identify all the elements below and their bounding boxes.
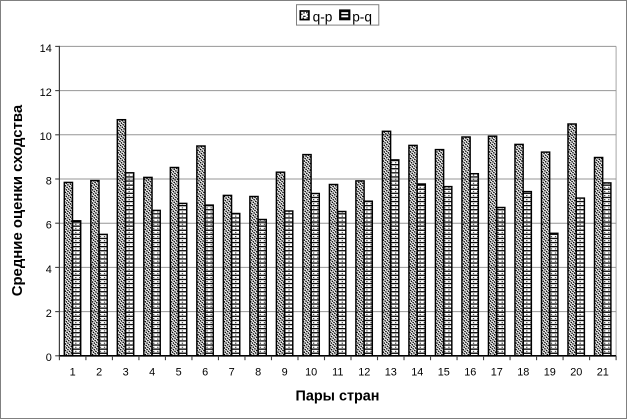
svg-text:3: 3 — [123, 367, 129, 379]
svg-text:6: 6 — [46, 220, 52, 232]
svg-text:20: 20 — [570, 367, 582, 379]
svg-text:19: 19 — [544, 367, 556, 379]
svg-text:14: 14 — [411, 367, 423, 379]
svg-text:7: 7 — [229, 367, 235, 379]
svg-text:21: 21 — [597, 367, 609, 379]
svg-text:13: 13 — [385, 367, 397, 379]
svg-text:8: 8 — [255, 367, 261, 379]
svg-text:2: 2 — [96, 367, 102, 379]
svg-text:4: 4 — [149, 367, 155, 379]
svg-text:12: 12 — [358, 367, 370, 379]
svg-text:11: 11 — [332, 367, 343, 379]
svg-text:17: 17 — [491, 367, 503, 379]
svg-text:18: 18 — [517, 367, 529, 379]
svg-text:0: 0 — [46, 352, 52, 364]
svg-text:10: 10 — [40, 131, 52, 143]
svg-text:2: 2 — [46, 308, 52, 320]
svg-text:5: 5 — [176, 367, 182, 379]
svg-text:8: 8 — [46, 175, 52, 187]
svg-text:15: 15 — [438, 367, 450, 379]
svg-text:1: 1 — [70, 367, 76, 379]
svg-text:q-p: q-p — [313, 10, 333, 25]
svg-text:p-q: p-q — [352, 10, 372, 25]
svg-text:6: 6 — [202, 367, 208, 379]
svg-text:14: 14 — [40, 43, 52, 55]
svg-text:10: 10 — [305, 367, 317, 379]
svg-text:Пары стран: Пары стран — [296, 389, 380, 405]
svg-text:9: 9 — [282, 367, 288, 379]
svg-text:16: 16 — [464, 367, 476, 379]
svg-text:Средние оценки сходства: Средние оценки сходства — [10, 104, 26, 296]
svg-text:4: 4 — [46, 264, 52, 276]
svg-text:12: 12 — [40, 87, 52, 99]
